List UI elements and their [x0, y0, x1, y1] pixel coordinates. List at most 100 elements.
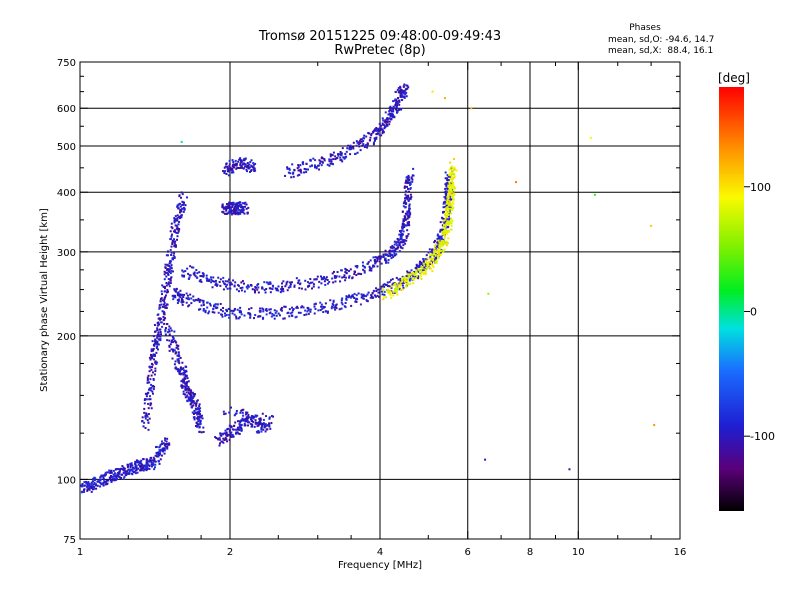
echo-point: [228, 313, 231, 316]
echo-point: [202, 307, 205, 310]
echo-point: [284, 174, 287, 177]
echo-point: [325, 276, 328, 279]
echo-point: [190, 389, 193, 392]
echo-point: [442, 220, 445, 223]
echo-point: [134, 460, 137, 463]
echo-point: [345, 295, 348, 298]
echo-point: [407, 194, 410, 197]
echo-point: [188, 304, 191, 307]
echo-point: [192, 400, 195, 403]
echo-point: [593, 193, 596, 196]
echo-point: [446, 198, 449, 201]
echo-point: [221, 315, 224, 318]
echo-point: [242, 211, 245, 214]
echo-point: [370, 134, 373, 137]
echo-point: [113, 477, 116, 480]
echo-point: [399, 231, 402, 234]
x-tick-label: 4: [377, 547, 383, 558]
echo-point: [237, 211, 240, 214]
echo-point: [107, 471, 110, 474]
echo-point: [177, 300, 180, 303]
echo-point: [171, 233, 174, 236]
echo-point: [381, 287, 384, 290]
echo-point: [236, 308, 239, 311]
echo-point: [239, 421, 242, 424]
echo-point: [362, 140, 365, 143]
echo-point: [264, 430, 267, 433]
echo-point: [100, 483, 103, 486]
echo-point: [381, 130, 384, 133]
echo-point: [188, 298, 191, 301]
echo-point: [247, 206, 250, 209]
echo-point: [289, 172, 292, 175]
echo-point: [181, 269, 184, 272]
echo-point: [218, 444, 221, 447]
echo-point: [87, 481, 90, 484]
echo-point: [254, 419, 257, 422]
echo-point: [178, 202, 181, 205]
echo-point: [166, 303, 169, 306]
echo-point: [388, 290, 391, 293]
echo-point: [309, 165, 312, 168]
echo-point: [409, 181, 412, 184]
echo-point: [426, 257, 429, 260]
echo-point: [115, 477, 118, 480]
echo-point: [178, 215, 181, 218]
echo-point: [180, 215, 183, 218]
echo-point: [173, 221, 176, 224]
echo-point: [445, 182, 448, 185]
echo-point: [449, 188, 452, 191]
echo-point: [110, 470, 113, 473]
echo-point: [259, 417, 262, 420]
echo-point: [86, 482, 89, 485]
echo-point: [245, 285, 248, 288]
echo-point: [152, 461, 155, 464]
echo-point: [395, 101, 398, 104]
echo-point: [235, 212, 238, 215]
echo-point: [245, 416, 248, 419]
echo-point: [410, 196, 413, 199]
echo-point: [187, 277, 190, 280]
echo-point: [135, 465, 138, 468]
echo-point: [189, 293, 192, 296]
echo-point: [395, 98, 398, 101]
echo-point: [159, 331, 162, 334]
echo-point: [361, 294, 364, 297]
echo-point: [258, 315, 261, 318]
echo-point: [231, 428, 234, 431]
echo-point: [378, 295, 381, 298]
echo-point: [369, 259, 372, 262]
echo-point: [160, 333, 163, 336]
echo-point: [447, 204, 450, 207]
echo-point: [277, 312, 280, 315]
echo-point: [225, 313, 228, 316]
echo-point: [439, 253, 442, 256]
echo-point: [320, 282, 323, 285]
echo-point: [298, 287, 301, 290]
echo-point: [429, 263, 432, 266]
echo-point: [196, 422, 199, 425]
echo-point: [124, 470, 127, 473]
echo-point: [160, 303, 163, 306]
echo-point: [173, 288, 176, 291]
echo-point: [182, 296, 185, 299]
echo-point: [443, 241, 446, 244]
echo-point: [182, 275, 185, 278]
echo-point: [173, 294, 176, 297]
echo-point: [399, 241, 402, 244]
echo-point: [103, 480, 106, 483]
echo-point: [380, 262, 383, 265]
echo-point: [160, 290, 163, 293]
echo-point: [153, 355, 156, 358]
echo-point: [217, 276, 220, 279]
echo-point: [160, 297, 163, 300]
echo-point: [183, 207, 186, 210]
echo-point: [157, 455, 160, 458]
echo-point: [192, 416, 195, 419]
echo-point: [391, 247, 394, 250]
echo-point: [202, 272, 205, 275]
echo-point: [186, 267, 189, 270]
echo-point: [395, 286, 398, 289]
echo-point: [449, 184, 452, 187]
echo-point: [190, 401, 193, 404]
